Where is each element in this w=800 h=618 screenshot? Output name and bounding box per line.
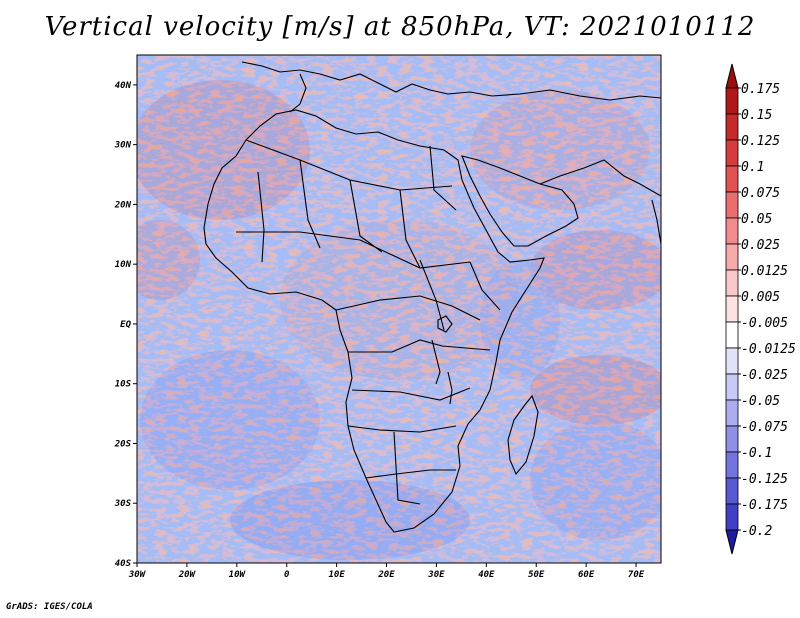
lon-tick-label: 40E bbox=[478, 570, 495, 580]
colorbar: 0.175 0.15 0.125 0.1 0.075 0.05 0.025 0.0125 0.0… bbox=[725, 63, 796, 555]
colorbar-label: -0.005 bbox=[741, 316, 788, 331]
velocity-field bbox=[137, 55, 661, 563]
lon-tick-label: 10W bbox=[229, 570, 247, 580]
lat-tick-label: 10N bbox=[115, 260, 132, 270]
lat-tick-label: 30S bbox=[114, 499, 132, 509]
lon-tick-label: 50E bbox=[528, 570, 545, 580]
colorbar-swatch bbox=[725, 217, 739, 245]
lon-tick-label: 30W bbox=[128, 570, 147, 580]
colorbar-max-arrow bbox=[725, 63, 739, 89]
colorbar-label: 0.075 bbox=[741, 186, 780, 201]
colorbar-swatch bbox=[725, 503, 739, 531]
lon-tick-label: 70E bbox=[628, 570, 645, 580]
lon-tick-label: 60E bbox=[578, 570, 595, 580]
colorbar-swatch bbox=[725, 347, 739, 375]
lat-tick-label: 10S bbox=[115, 380, 132, 390]
colorbar-swatch bbox=[725, 321, 739, 349]
lat-tick-label: EQ bbox=[120, 320, 131, 330]
colorbar-label: 0.05 bbox=[741, 212, 772, 227]
colorbar-swatch bbox=[725, 477, 739, 505]
colorbar-label: 0.175 bbox=[741, 82, 780, 97]
lat-tick-label: 20N bbox=[114, 200, 132, 210]
colorbar-label: 0.0125 bbox=[741, 264, 788, 279]
colorbar-swatch bbox=[725, 243, 739, 271]
colorbar-min-arrow bbox=[725, 529, 739, 555]
colorbar-swatch bbox=[725, 87, 739, 115]
colorbar-label: 0.15 bbox=[741, 108, 772, 123]
colorbar-label: 0.125 bbox=[741, 134, 780, 149]
lon-tick-label: 20W bbox=[178, 570, 197, 580]
lon-tick-label: 30E bbox=[427, 570, 445, 580]
colorbar-swatch bbox=[725, 399, 739, 427]
lat-tick-label: 40N bbox=[115, 81, 132, 91]
colorbar-label: -0.05 bbox=[741, 394, 780, 409]
lat-tick-label: 40S bbox=[115, 559, 132, 569]
colorbar-label: -0.0125 bbox=[741, 342, 796, 357]
colorbar-label: -0.2 bbox=[741, 524, 772, 539]
country-boundaries bbox=[203, 61, 662, 533]
map-frame bbox=[136, 54, 662, 564]
colorbar-swatch bbox=[725, 113, 739, 141]
colorbar-label: -0.125 bbox=[741, 472, 788, 487]
colorbar-label: 0.1 bbox=[741, 160, 764, 175]
plot-title: Vertical velocity [m/s] at 850hPa, VT: 2… bbox=[44, 12, 756, 42]
colorbar-swatch bbox=[725, 191, 739, 219]
colorbar-swatch bbox=[725, 295, 739, 323]
colorbar-label: -0.1 bbox=[741, 446, 772, 461]
lat-tick-label: 30N bbox=[114, 141, 132, 151]
lon-tick-label: 10E bbox=[328, 570, 345, 580]
colorbar-swatch bbox=[725, 373, 739, 401]
lon-tick-label: 0 bbox=[284, 570, 290, 580]
colorbar-swatch bbox=[725, 425, 739, 453]
colorbar-label: 0.025 bbox=[741, 238, 780, 253]
colorbar-swatch bbox=[725, 451, 739, 479]
colorbar-label: -0.075 bbox=[741, 420, 788, 435]
grads-credit: GrADS: IGES/COLA bbox=[6, 602, 93, 612]
lon-tick-label: 20E bbox=[377, 570, 395, 580]
colorbar-label: 0.005 bbox=[741, 290, 780, 305]
colorbar-swatch bbox=[725, 269, 739, 297]
colorbar-swatch bbox=[725, 139, 739, 167]
colorbar-label: -0.175 bbox=[741, 498, 788, 513]
colorbar-swatch bbox=[725, 165, 739, 193]
lat-tick-label: 20S bbox=[114, 439, 132, 449]
colorbar-label: -0.025 bbox=[741, 368, 788, 383]
